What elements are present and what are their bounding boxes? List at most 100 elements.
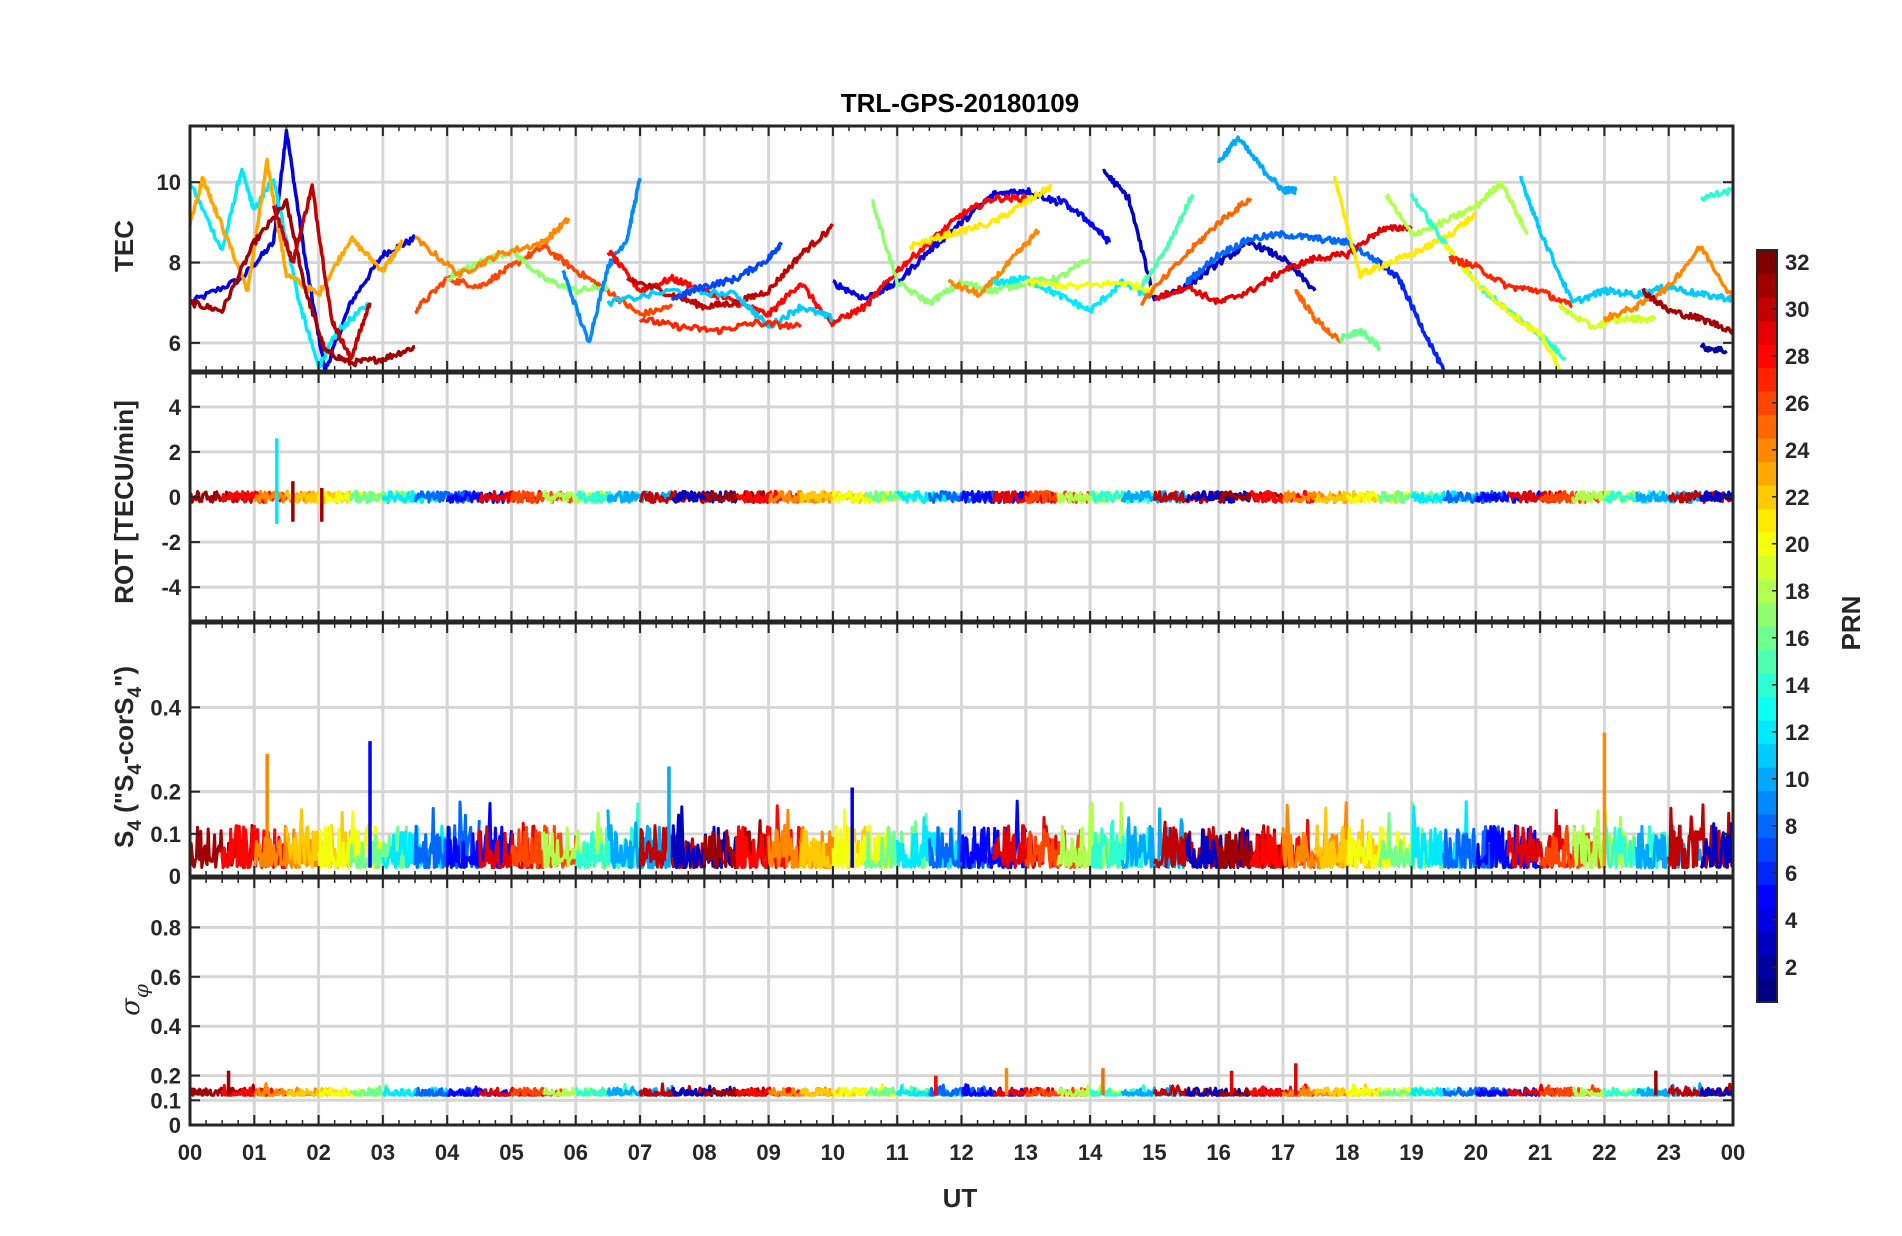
x-tick-label: 02 [306, 1140, 330, 1165]
rot-noise-prn-18 [1570, 490, 1638, 504]
y-tick-label: 0.6 [150, 965, 181, 990]
colorbar-step [1757, 367, 1777, 392]
x-tick-label: 10 [821, 1140, 845, 1165]
colorbar-step [1757, 814, 1777, 839]
x-axis-label: UT [943, 1183, 978, 1213]
y-label-sigma-phi: σφ [116, 984, 153, 1016]
colorbar-step [1757, 485, 1777, 510]
tec-series-prn-26 [414, 243, 674, 319]
colorbar-step [1757, 978, 1777, 1003]
y-label-tec: TEC [109, 220, 139, 272]
series-group [190, 732, 1733, 870]
colorbar-step [1757, 391, 1777, 416]
x-tick-label: 11 [886, 1140, 909, 1165]
colorbar-tick-label: 20 [1785, 532, 1809, 557]
y-tick-label: 0 [169, 1113, 181, 1138]
s4-noise-prn-16 [349, 825, 417, 869]
y-tick-label: -2 [161, 530, 181, 555]
tec-series-prn-25 [1139, 197, 1253, 307]
y-label-s4-sub3: 4 [125, 687, 146, 698]
tec-series-prn-9 [561, 177, 642, 344]
colorbar-tick-label: 26 [1785, 391, 1809, 416]
x-tick-label: 19 [1399, 1140, 1423, 1165]
panel-sigma-phi: 0.8 0.6 0.4 0.20.10 [150, 876, 1735, 1138]
sigma_phi-noise-prn-16 [349, 1083, 417, 1097]
tec-series-prn-25 [1294, 288, 1343, 344]
x-tick-label: 15 [1142, 1140, 1166, 1165]
colorbar-step [1757, 837, 1777, 862]
chart-title: TRL-GPS-20180109 [841, 88, 1079, 118]
colorbar-step [1757, 626, 1777, 651]
rot-noise-prn-5 [1474, 490, 1542, 504]
colorbar-step [1757, 602, 1777, 627]
colorbar-step [1757, 931, 1777, 956]
s4-noise-prn-26 [1024, 828, 1092, 870]
y-tick-label: 4 [169, 395, 182, 420]
y-tick-label: 0.1 [150, 822, 181, 847]
y-label-s4: S4 ("S4-corS4") [109, 666, 146, 848]
colorbar-tick-label: 18 [1785, 579, 1809, 604]
colorbar-tick-label: 30 [1785, 297, 1809, 322]
colorbar-step [1757, 908, 1777, 933]
rot-noise-prn-20 [831, 489, 899, 505]
colorbar-step [1757, 414, 1777, 439]
tec-series-prn-7 [670, 241, 784, 302]
tec-series-prn-5 [1056, 195, 1112, 245]
x-tick-label: 14 [1078, 1140, 1103, 1165]
rot-noise-prn-14 [1088, 489, 1155, 504]
x-tick-label: 00 [1721, 1140, 1745, 1165]
colorbar-step [1757, 438, 1777, 463]
rot-noise-prn-3 [1185, 490, 1253, 504]
colorbar-step [1757, 673, 1777, 698]
tec-series-prn-16 [1339, 327, 1382, 351]
y-label-s4-mid: -corS [109, 698, 139, 764]
x-tick-label: 05 [499, 1140, 523, 1165]
y-tick-label: 0.2 [150, 780, 181, 805]
tec-series-prn-21 [1332, 175, 1477, 280]
y-label-sigma-sub: φ [129, 984, 153, 998]
colorbar-step [1757, 649, 1777, 674]
sigma_phi-noise-prn-3 [1699, 1086, 1733, 1097]
colorbar-tick-label: 6 [1785, 861, 1797, 886]
x-tick-label: 16 [1206, 1140, 1230, 1165]
tec-series-prn-20 [1024, 278, 1156, 296]
colorbar-step [1757, 579, 1777, 604]
y-label-s4-end: ") [109, 666, 139, 687]
tec-series-prn-8 [1184, 229, 1382, 286]
colorbar-tick-label: 12 [1785, 720, 1809, 745]
colorbar-tick-label: 14 [1785, 673, 1810, 698]
tec-series-prn-2 [1699, 342, 1728, 355]
s4-noise-prn-12 [895, 816, 963, 869]
y-tick-label: 2 [169, 440, 181, 465]
y-tick-label: 0 [169, 864, 181, 889]
colorbar-tick-label: 4 [1785, 908, 1798, 933]
colorbar-step [1757, 532, 1777, 557]
y-tick-label: -4 [161, 575, 181, 600]
colorbar-tick-label: 16 [1785, 626, 1809, 651]
sigma_phi-noise-prn-16 [1377, 1085, 1445, 1097]
x-tick-label: 07 [628, 1140, 652, 1165]
sigma_phi-noise-prn-12 [381, 1086, 449, 1097]
colorbar-step [1757, 790, 1777, 815]
tec-series-prn-28 [831, 193, 1028, 326]
y-label-s4-rest: ("S [109, 775, 139, 821]
colorbar-tick-label: 24 [1785, 438, 1810, 463]
colorbar-step [1757, 696, 1777, 721]
colorbar-step [1757, 884, 1777, 909]
rot-noise-prn-22 [799, 490, 867, 505]
colorbar-tick-label: 2 [1785, 955, 1797, 980]
s4-noise-prn-3 [1699, 822, 1733, 869]
tec-series-prn-11 [1519, 175, 1733, 305]
tec-series-prn-20 [1443, 243, 1561, 371]
x-tick-label: 18 [1335, 1140, 1359, 1165]
colorbar-step [1757, 720, 1777, 745]
y-tick-label: 0.2 [150, 1064, 181, 1089]
series-group [190, 1063, 1733, 1097]
tec-series-prn-24 [1602, 245, 1733, 323]
y-tick-label: 8 [169, 251, 181, 276]
x-tick-label: 13 [1014, 1140, 1038, 1165]
x-tick-labels: 00 01 02 03 04 05 06 07 08 09 10 11 12 13 14 15 16 17 18 19… [178, 1140, 1745, 1165]
series-group [190, 128, 1733, 371]
colorbar-tick-label: 28 [1785, 344, 1809, 369]
x-tick-label: 00 [178, 1140, 202, 1165]
